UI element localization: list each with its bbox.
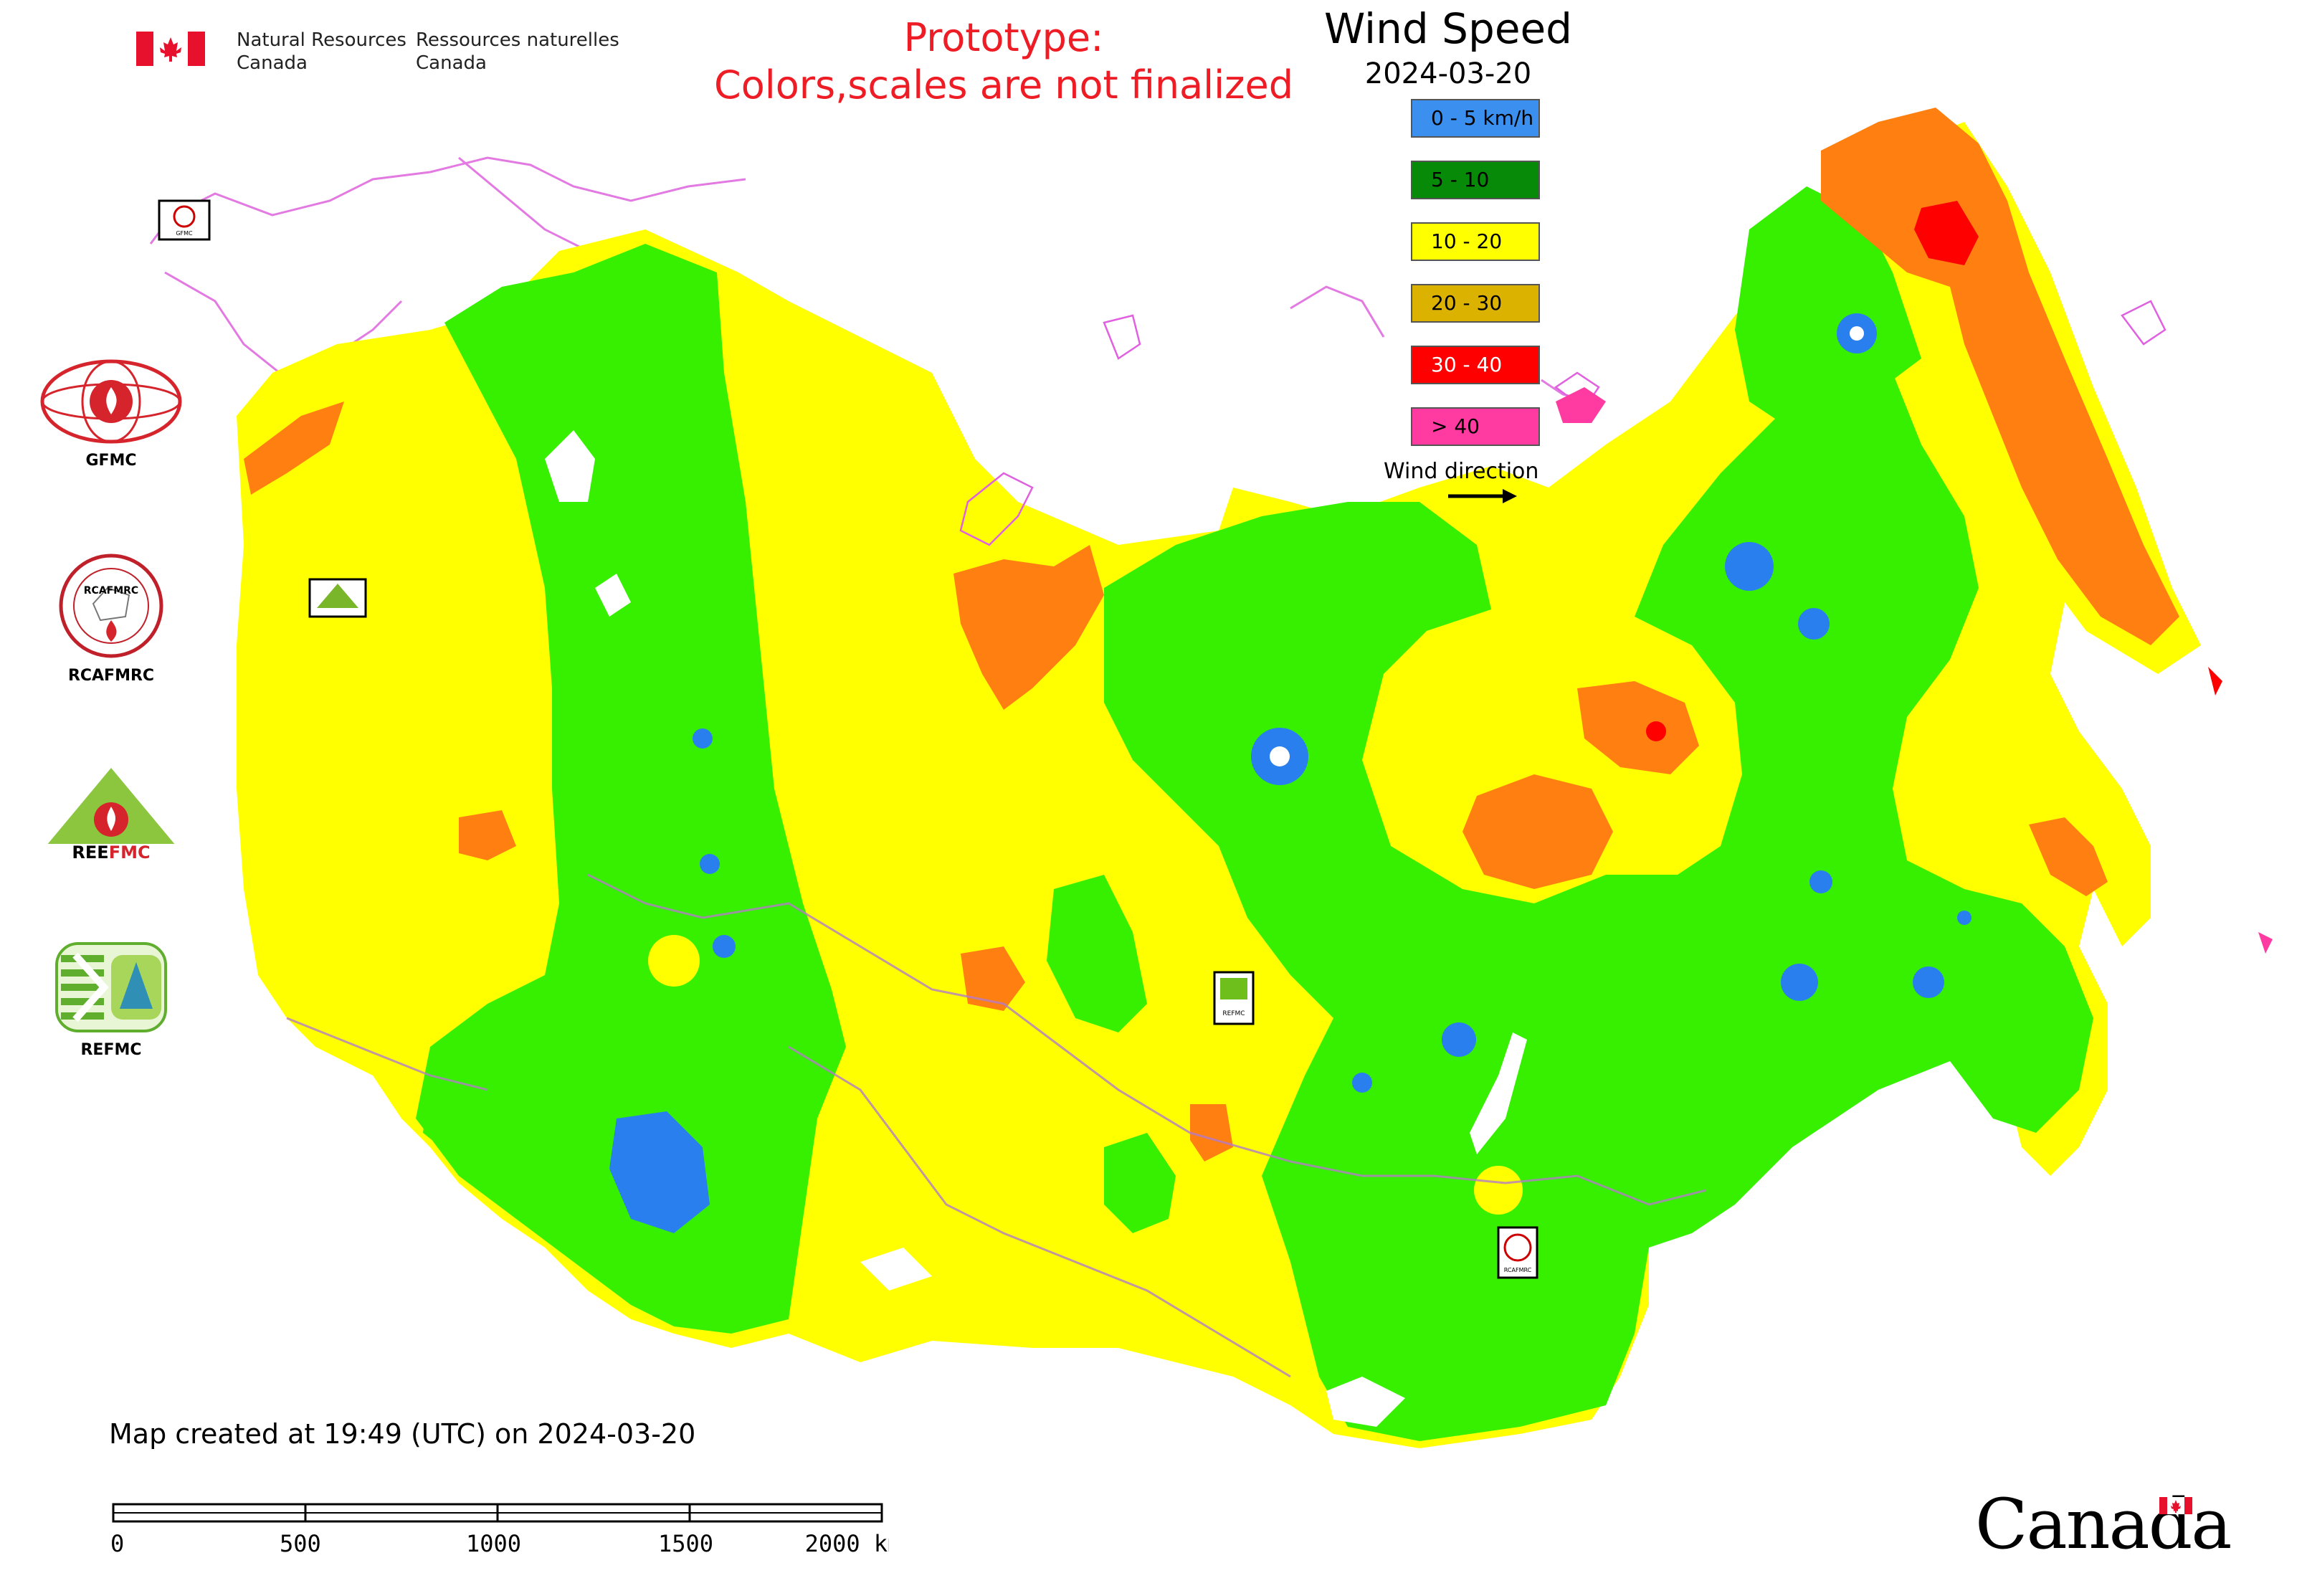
legend-item-30-40: 30 - 40 [1411, 346, 1540, 384]
refmc-emblem-icon [55, 942, 167, 1032]
legend-item-over-40: > 40 [1411, 407, 1540, 446]
legend-item-label: 20 - 30 [1431, 291, 1503, 315]
svg-text:RCAFMRC: RCAFMRC [1504, 1267, 1532, 1273]
region-0-5 [609, 313, 1972, 1233]
scale-tick-0: 0 [110, 1530, 124, 1556]
wind-direction-arrow-icon [1448, 489, 1517, 503]
rcafmrc-emblem-icon: RCAFMRC [59, 554, 163, 658]
scale-bar: 0 500 1000 1500 2000 km [110, 1503, 889, 1556]
coastline-fragments [959, 300, 2167, 546]
center-marker-reefmc [308, 578, 367, 618]
scale-tick-500: 500 [280, 1530, 321, 1556]
legend-item-label: > 40 [1431, 414, 1480, 438]
gfmc-emblem-icon [40, 359, 182, 444]
legend-item-label: 5 - 10 [1431, 168, 1490, 191]
prototype-notice: Prototype: Colors,scales are not finaliz… [714, 15, 1293, 108]
svg-text:REEFMC: REEFMC [72, 842, 150, 863]
scale-tick-1500: 1500 [658, 1530, 713, 1556]
map-created-timestamp: Map created at 19:49 (UTC) on 2024-03-20 [109, 1418, 696, 1450]
wordmark-flag-icon [2159, 1497, 2192, 1514]
scale-tick-2000: 2000 km [805, 1530, 889, 1556]
legend-date: 2024-03-20 [1364, 57, 1532, 90]
legend-item-5-10: 5 - 10 [1411, 161, 1540, 199]
rcafmrc-logo: RCAFMRC RCAFMRC [36, 552, 186, 685]
legend-item-label: 0 - 5 km/h [1431, 106, 1534, 130]
legend-title: Wind Speed [1323, 4, 1573, 53]
region-30-40 [1646, 201, 2222, 741]
center-marker-gfmc: GFMC [158, 199, 211, 241]
svg-text:GFMC: GFMC [176, 230, 193, 237]
refmc-logo: REFMC [36, 941, 186, 1059]
legend-item-label: 10 - 20 [1431, 229, 1503, 253]
reefmc-logo: REEFMC [36, 764, 186, 867]
yellow-islands [648, 584, 1574, 1215]
svg-text:RCAFMRC: RCAFMRC [84, 585, 138, 597]
gfmc-logo: GFMC [36, 358, 186, 470]
legend-item-20-30: 20 - 30 [1411, 284, 1540, 323]
country-borders [149, 156, 1592, 403]
calm-cores [1270, 326, 1864, 766]
center-marker-refmc: REFMC [1213, 971, 1255, 1025]
canada-wordmark: Canada [1975, 1484, 2232, 1564]
center-marker-rcafmrc: RCAFMRC [1497, 1226, 1538, 1279]
internal-borders [286, 873, 1707, 1378]
reefmc-emblem-icon: REEFMC [36, 768, 186, 863]
legend-item-10-20: 10 - 20 [1411, 222, 1540, 261]
svg-text:REFMC: REFMC [1222, 1010, 1245, 1017]
agency-name-fr: Ressources naturelles Canada [416, 29, 619, 74]
agency-name-en: Natural Resources Canada [237, 29, 406, 74]
region-5-10 [416, 186, 2093, 1441]
logo-caption: RCAFMRC [67, 667, 155, 685]
canada-flag-icon [136, 32, 205, 66]
logo-caption: REFMC [80, 1041, 142, 1059]
region-20-30 [244, 108, 2179, 1162]
lakes [545, 430, 1527, 1427]
scale-tick-1000: 1000 [466, 1530, 521, 1556]
high-wind-islands [1556, 387, 2273, 954]
legend-item-label: 30 - 40 [1431, 353, 1503, 376]
logo-caption: GFMC [85, 452, 137, 470]
legend-item-0-5: 0 - 5 km/h [1411, 99, 1540, 138]
wind-direction-label: Wind direction [1384, 459, 1539, 484]
